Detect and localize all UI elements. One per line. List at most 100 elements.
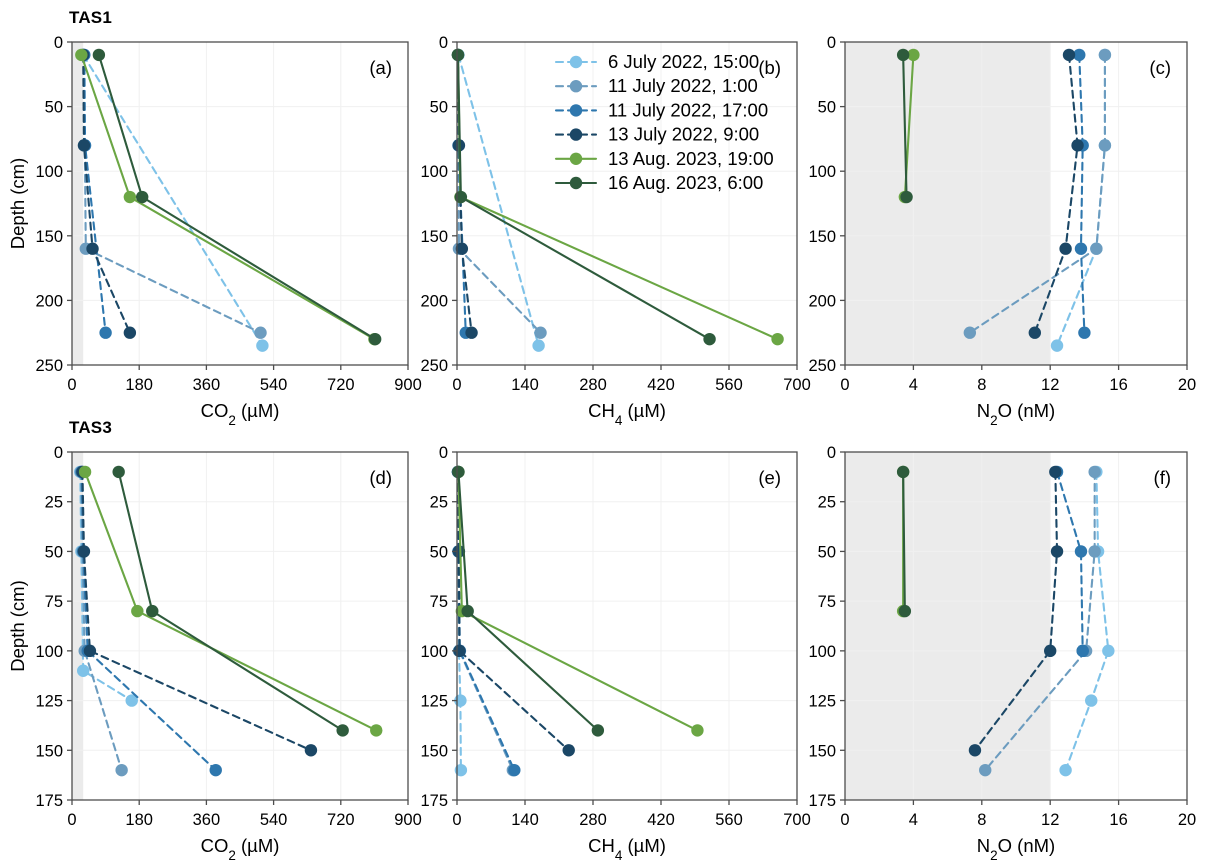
ytick-label: 100 <box>808 163 836 181</box>
data-point-d-5 <box>146 604 159 618</box>
shaded-band <box>845 42 1051 365</box>
legend-label-5: 16 Aug. 2023, 6:00 <box>608 172 763 193</box>
data-point-c-0 <box>1050 339 1064 352</box>
data-point-a-5 <box>368 332 382 346</box>
xtick-label: 20 <box>1178 376 1196 394</box>
data-point-e-5 <box>461 604 474 618</box>
data-point-b-4 <box>771 332 784 346</box>
xtick-label: 12 <box>1041 811 1059 829</box>
data-point-d-3 <box>304 744 318 757</box>
plot-background <box>72 452 408 800</box>
xtick-label: 560 <box>715 376 743 394</box>
ytick-label: 150 <box>35 742 63 760</box>
data-point-f-5 <box>896 465 910 479</box>
data-point-d-4 <box>131 604 144 618</box>
plot-background <box>457 42 797 365</box>
xtick-label: 360 <box>193 376 221 394</box>
ytick-label: 50 <box>818 543 836 561</box>
panel-label-b: (b) <box>758 57 781 78</box>
xtick-label: 540 <box>260 811 288 829</box>
data-point-e-3 <box>452 545 466 558</box>
data-point-f-5 <box>898 604 912 618</box>
data-point-a-2 <box>99 326 112 339</box>
data-point-d-3 <box>77 545 91 558</box>
xtick-label: 0 <box>452 811 461 829</box>
row-title-tas1: TAS1 <box>69 8 112 27</box>
data-point-e-5 <box>591 724 605 737</box>
shaded-band <box>72 452 84 800</box>
data-point-a-0 <box>256 339 269 352</box>
data-point-f-1 <box>1088 465 1101 479</box>
ytick-label: 100 <box>808 643 836 661</box>
xtick-label: 8 <box>977 811 986 829</box>
series-line-c-1 <box>968 53 1106 334</box>
xtick-label: 4 <box>909 376 918 394</box>
panel-e: 0 140 280 420 560 700 0 25 50 75 100 125 150 175 CH4 (… <box>420 444 810 863</box>
ytick-label: 150 <box>420 228 448 246</box>
series-line-a-3 <box>82 53 131 334</box>
xtick-label: 140 <box>511 811 539 829</box>
ytick-label: 0 <box>439 444 448 462</box>
ytick-label: 175 <box>35 792 63 810</box>
x-axis-title: CH4 (µM) <box>588 835 666 863</box>
data-point-b-1 <box>534 326 547 339</box>
data-point-c-3 <box>1028 326 1042 339</box>
legend-marker-4 <box>569 152 583 165</box>
x-axis-title: CO2 (µM) <box>201 400 280 428</box>
data-point-a-3 <box>77 139 91 152</box>
data-point-b-3 <box>455 242 469 255</box>
xtick-label: 20 <box>1178 811 1196 829</box>
data-point-a-5 <box>92 48 106 62</box>
xtick-label: 0 <box>840 811 849 829</box>
data-point-f-2 <box>1074 545 1088 558</box>
panel-a: 0 180 360 540 720 900 0 50 100 150 200 250 CO2 (µM) D… <box>7 34 422 428</box>
series-line-f-1 <box>984 470 1096 772</box>
ytick-label: 100 <box>35 163 63 181</box>
data-point-c-3 <box>1062 48 1076 62</box>
ytick-label: 0 <box>827 34 836 52</box>
data-point-d-3 <box>83 644 97 658</box>
data-point-f-2 <box>1076 644 1089 658</box>
shaded-band <box>72 42 84 365</box>
data-point-f-3 <box>1044 644 1057 658</box>
data-point-f-0 <box>1059 763 1072 777</box>
ytick-label: 150 <box>35 228 63 246</box>
data-point-a-4 <box>75 48 88 62</box>
ytick-label: 200 <box>808 292 836 310</box>
y-axis-title: Depth (cm) <box>7 580 28 672</box>
xtick-label: 360 <box>193 811 221 829</box>
xtick-label: 16 <box>1109 811 1127 829</box>
ytick-label: 250 <box>420 357 448 375</box>
panel-d: 0 180 360 540 720 900 0 25 50 75 100 125 150 175 CO2 (… <box>7 444 422 863</box>
data-point-e-2 <box>508 763 521 777</box>
ytick-label: 75 <box>45 593 63 611</box>
ytick-label: 50 <box>430 543 448 561</box>
series-line-c-0 <box>1055 53 1106 347</box>
xtick-label: 0 <box>840 376 849 394</box>
ytick-label: 0 <box>54 444 63 462</box>
panel-label-e: (e) <box>758 467 781 488</box>
data-point-e-5 <box>452 465 465 479</box>
data-point-c-4 <box>907 48 920 62</box>
ytick-label: 150 <box>808 228 836 246</box>
ytick-label: 150 <box>808 742 836 760</box>
xtick-label: 180 <box>125 811 153 829</box>
data-point-c-1 <box>1098 48 1112 62</box>
panel-f: 0 4 8 12 16 20 0 25 50 75 100 125 150 175 N2O (nM) (f) <box>808 444 1196 863</box>
data-point-e-4 <box>691 724 704 737</box>
xtick-label: 700 <box>783 376 811 394</box>
xtick-label: 0 <box>67 811 76 829</box>
axes-frame <box>844 41 1188 366</box>
data-point-b-3 <box>465 326 478 339</box>
ytick-label: 25 <box>45 494 63 512</box>
data-point-a-4 <box>123 190 137 204</box>
ytick-label: 50 <box>45 99 63 117</box>
data-point-b-5 <box>451 48 465 62</box>
panel-b: 0 140 280 420 560 700 0 50 100 150 200 250 CH4 (µM) (… <box>420 34 810 428</box>
x-axis-title: CH4 (µM) <box>588 400 666 428</box>
ytick-label: 0 <box>54 34 63 52</box>
ytick-label: 125 <box>420 693 448 711</box>
data-point-e-0 <box>454 763 468 777</box>
series-line-c-3 <box>1033 53 1079 334</box>
data-point-a-1 <box>254 326 267 339</box>
